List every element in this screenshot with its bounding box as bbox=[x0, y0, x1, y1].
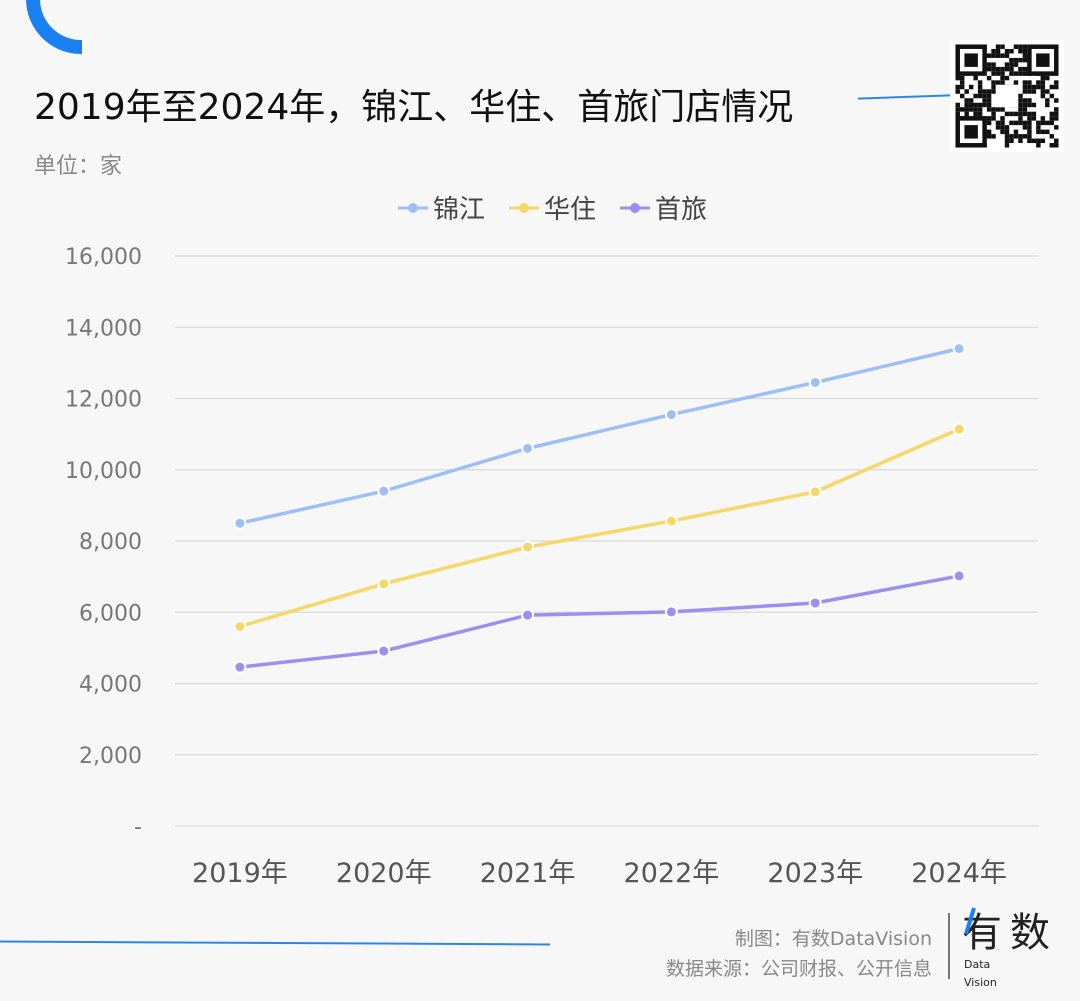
y-tick-label: 10,000 bbox=[65, 459, 142, 484]
arc-mask bbox=[82, 0, 142, 60]
data-point bbox=[952, 422, 966, 436]
qr-code bbox=[950, 40, 1064, 152]
data-point bbox=[808, 485, 822, 499]
data-point bbox=[808, 596, 822, 610]
data-point bbox=[952, 342, 966, 356]
data-point bbox=[521, 608, 535, 622]
legend-marker bbox=[408, 203, 418, 213]
data-point bbox=[377, 644, 391, 658]
legend-marker bbox=[519, 203, 529, 213]
y-tick-label: 6,000 bbox=[79, 601, 142, 626]
line-chart: - 2,000 4,000 6,000 8,000 10,000 12,000 14,000 1… bbox=[65, 195, 1038, 889]
y-tick-label: 16,000 bbox=[65, 245, 142, 270]
logo-vision: Vision bbox=[964, 976, 997, 989]
data-point bbox=[664, 514, 678, 528]
y-tick-label: 2,000 bbox=[79, 744, 142, 769]
data-point bbox=[377, 577, 391, 591]
legend-label: 华住 bbox=[544, 195, 596, 225]
x-tick-label: 2023年 bbox=[767, 858, 863, 889]
series-line-锦江 bbox=[239, 346, 960, 525]
unit-label: 单位：家 bbox=[34, 154, 123, 179]
credit-text: 制图：有数DataVision bbox=[734, 928, 932, 950]
legend-label: 首旅 bbox=[655, 195, 707, 225]
legend-label: 锦江 bbox=[433, 195, 485, 225]
data-point bbox=[377, 484, 391, 498]
x-tick-label: 2022年 bbox=[624, 858, 720, 889]
decorative-line bbox=[0, 940, 551, 946]
legend-marker bbox=[630, 203, 640, 213]
x-tick-label: 2021年 bbox=[480, 858, 576, 889]
x-tick-label: 2020年 bbox=[336, 858, 432, 889]
chart-title: 2019年至2024年，锦江、华住、首旅门店情况 bbox=[34, 87, 794, 128]
logo-char-shu: 数 bbox=[1010, 910, 1050, 956]
x-tick-label: 2019年 bbox=[192, 858, 288, 889]
data-point bbox=[233, 660, 247, 674]
divider bbox=[948, 913, 950, 979]
logo-accent bbox=[964, 907, 976, 935]
series-line-华住 bbox=[239, 427, 960, 629]
y-tick-label: - bbox=[134, 815, 142, 840]
data-point bbox=[521, 441, 535, 455]
data-point bbox=[664, 408, 678, 422]
data-point bbox=[521, 540, 535, 554]
datavision-logo: 有 数 Data Vision bbox=[962, 907, 1050, 989]
data-point bbox=[808, 375, 822, 389]
logo-char-you: 有 bbox=[962, 910, 1002, 956]
x-tick-label: 2024年 bbox=[911, 858, 1007, 889]
y-tick-label: 14,000 bbox=[65, 316, 142, 341]
data-point bbox=[233, 620, 247, 633]
series-line-首旅 bbox=[239, 574, 960, 669]
data-point bbox=[952, 569, 966, 583]
y-tick-label: 8,000 bbox=[79, 530, 142, 555]
y-tick-label: 4,000 bbox=[79, 673, 142, 698]
logo-data: Data bbox=[964, 958, 990, 971]
y-tick-label: 12,000 bbox=[65, 388, 142, 413]
source-text: 数据来源：公司财报、公开信息 bbox=[665, 958, 932, 980]
data-point bbox=[233, 516, 247, 530]
data-point bbox=[664, 605, 678, 619]
